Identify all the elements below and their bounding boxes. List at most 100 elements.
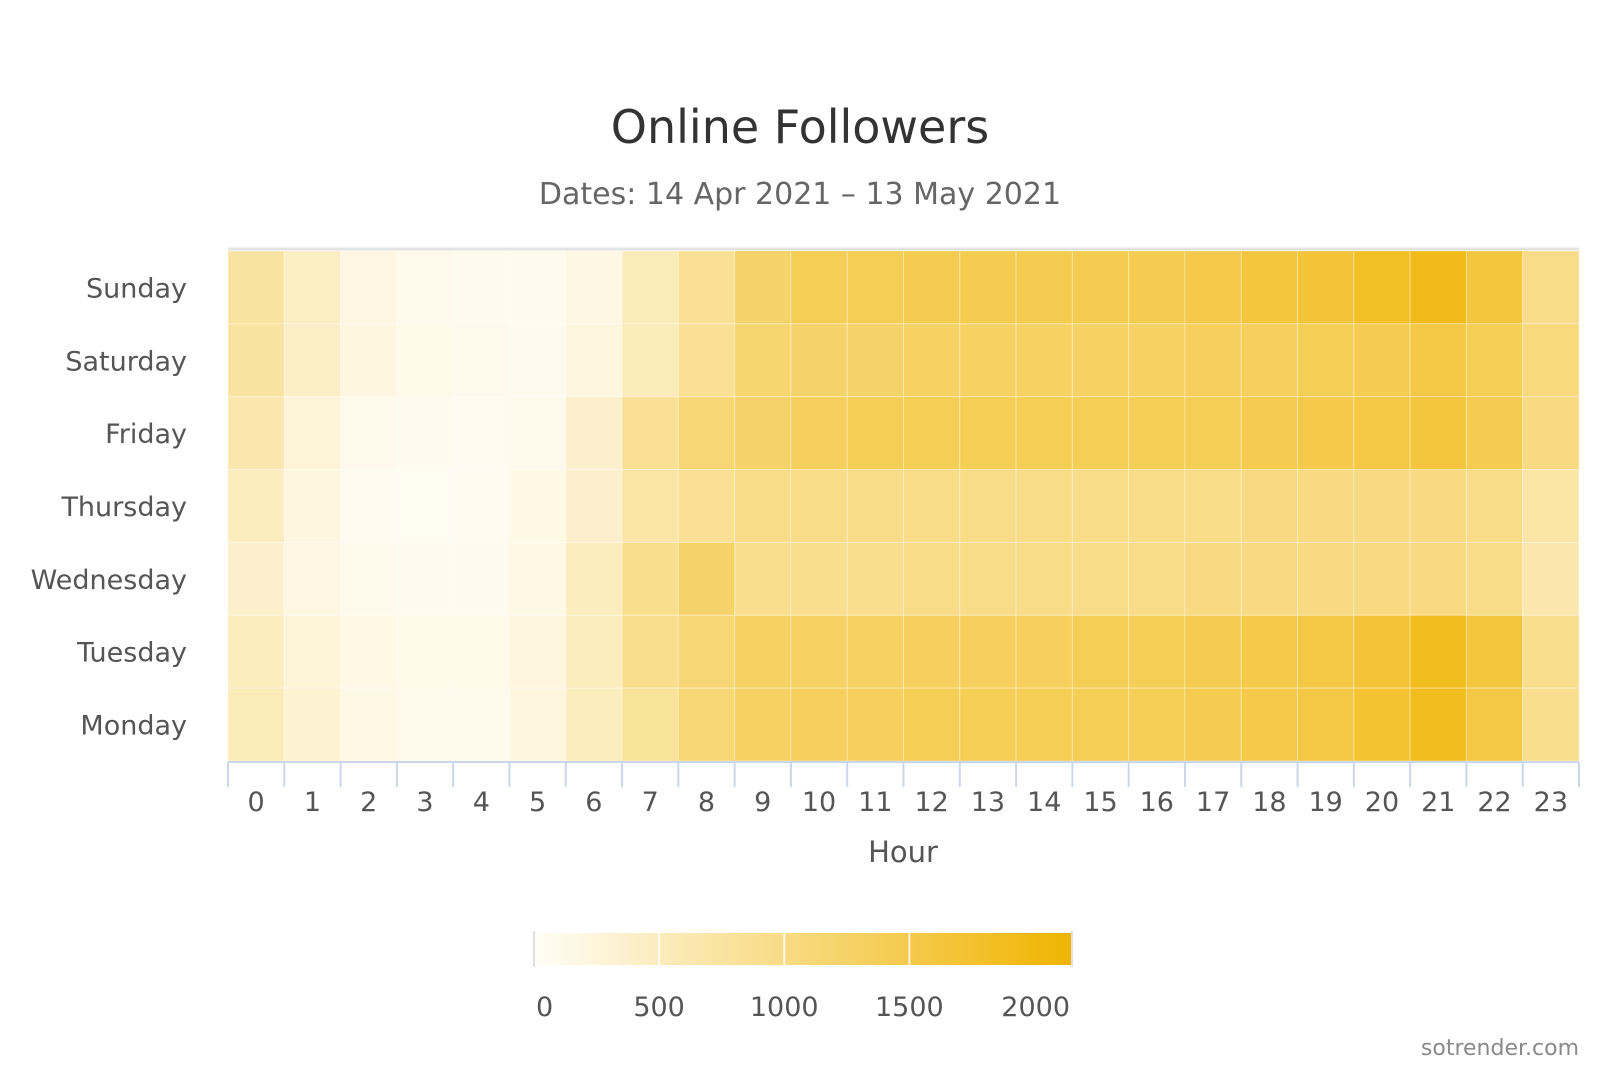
heatmap-cell[interactable] (677, 396, 736, 471)
heatmap-cell[interactable] (565, 396, 623, 471)
heatmap-cell[interactable] (903, 614, 961, 689)
heatmap-cell[interactable] (1128, 323, 1186, 398)
heatmap-cell[interactable] (1071, 323, 1130, 398)
heatmap-cell[interactable] (677, 614, 736, 689)
heatmap-cell[interactable] (621, 614, 679, 689)
heatmap-cell[interactable] (1240, 323, 1299, 398)
heatmap-cell[interactable] (1071, 250, 1130, 325)
heatmap-cell[interactable] (1297, 614, 1355, 689)
heatmap-cell[interactable] (227, 396, 285, 471)
heatmap-cell[interactable] (677, 469, 736, 543)
heatmap-cell[interactable] (846, 250, 904, 325)
heatmap-cell[interactable] (1071, 687, 1130, 762)
heatmap-cell[interactable] (508, 687, 567, 762)
heatmap-cell[interactable] (1071, 541, 1130, 616)
heatmap-cell[interactable] (621, 250, 679, 325)
heatmap-cell[interactable] (1353, 250, 1411, 325)
heatmap-cell[interactable] (340, 469, 398, 543)
heatmap-cell[interactable] (734, 250, 792, 325)
heatmap-cell[interactable] (508, 541, 567, 616)
heatmap-cell[interactable] (1015, 323, 1073, 398)
heatmap-cell[interactable] (283, 250, 342, 325)
heatmap-cell[interactable] (1184, 396, 1242, 471)
heatmap-cell[interactable] (959, 687, 1017, 762)
heatmap-cell[interactable] (396, 614, 454, 689)
heatmap-cell[interactable] (1015, 541, 1073, 616)
heatmap-cell[interactable] (452, 614, 510, 689)
heatmap-cell[interactable] (734, 687, 792, 762)
heatmap-cell[interactable] (452, 687, 510, 762)
heatmap-cell[interactable] (903, 323, 961, 398)
heatmap-cell[interactable] (1522, 614, 1580, 689)
heatmap-cell[interactable] (790, 250, 848, 325)
heatmap-cell[interactable] (1465, 250, 1524, 325)
heatmap-cell[interactable] (283, 323, 342, 398)
heatmap-cell[interactable] (1522, 687, 1580, 762)
heatmap-cell[interactable] (1465, 687, 1524, 762)
heatmap-cell[interactable] (565, 687, 623, 762)
heatmap-cell[interactable] (227, 541, 285, 616)
heatmap-cell[interactable] (1128, 469, 1186, 543)
heatmap-cell[interactable] (1015, 396, 1073, 471)
heatmap-cell[interactable] (790, 396, 848, 471)
heatmap-cell[interactable] (565, 250, 623, 325)
heatmap-cell[interactable] (734, 614, 792, 689)
heatmap-cell[interactable] (283, 687, 342, 762)
heatmap-cell[interactable] (1297, 469, 1355, 543)
heatmap-cell[interactable] (959, 396, 1017, 471)
heatmap-cell[interactable] (227, 614, 285, 689)
heatmap-cell[interactable] (452, 323, 510, 398)
heatmap-cell[interactable] (1128, 541, 1186, 616)
heatmap-cell[interactable] (621, 687, 679, 762)
heatmap-cell[interactable] (903, 541, 961, 616)
heatmap-cell[interactable] (846, 323, 904, 398)
heatmap-cell[interactable] (846, 396, 904, 471)
heatmap-cell[interactable] (677, 541, 736, 616)
heatmap-cell[interactable] (283, 541, 342, 616)
heatmap-cell[interactable] (227, 250, 285, 325)
heatmap-cell[interactable] (1409, 323, 1467, 398)
heatmap-cell[interactable] (790, 323, 848, 398)
heatmap-cell[interactable] (1409, 469, 1467, 543)
heatmap-cell[interactable] (1071, 396, 1130, 471)
heatmap-cell[interactable] (1353, 614, 1411, 689)
heatmap-cell[interactable] (452, 396, 510, 471)
heatmap-cell[interactable] (846, 614, 904, 689)
heatmap-cell[interactable] (1071, 469, 1130, 543)
heatmap-cell[interactable] (677, 323, 736, 398)
heatmap-cell[interactable] (227, 323, 285, 398)
heatmap-cell[interactable] (227, 469, 285, 543)
heatmap-cell[interactable] (508, 469, 567, 543)
heatmap-cell[interactable] (1297, 396, 1355, 471)
heatmap-cell[interactable] (1465, 323, 1524, 398)
heatmap-cell[interactable] (1128, 396, 1186, 471)
heatmap-cell[interactable] (340, 614, 398, 689)
heatmap-cell[interactable] (565, 614, 623, 689)
heatmap-cell[interactable] (734, 396, 792, 471)
heatmap-cell[interactable] (1353, 469, 1411, 543)
heatmap-cell[interactable] (508, 250, 567, 325)
heatmap-cell[interactable] (1015, 250, 1073, 325)
heatmap-cell[interactable] (396, 396, 454, 471)
heatmap-cell[interactable] (1297, 323, 1355, 398)
heatmap-cell[interactable] (508, 614, 567, 689)
heatmap-cell[interactable] (565, 323, 623, 398)
heatmap-cell[interactable] (1353, 323, 1411, 398)
heatmap-cell[interactable] (1015, 469, 1073, 543)
heatmap-cell[interactable] (396, 250, 454, 325)
heatmap-cell[interactable] (1240, 614, 1299, 689)
heatmap-cell[interactable] (452, 250, 510, 325)
heatmap-cell[interactable] (1240, 687, 1299, 762)
heatmap-cell[interactable] (1184, 469, 1242, 543)
heatmap-cell[interactable] (396, 541, 454, 616)
heatmap-cell[interactable] (1353, 687, 1411, 762)
heatmap-cell[interactable] (790, 614, 848, 689)
heatmap-cell[interactable] (903, 396, 961, 471)
heatmap-cell[interactable] (340, 250, 398, 325)
heatmap-cell[interactable] (283, 396, 342, 471)
heatmap-cell[interactable] (1409, 250, 1467, 325)
heatmap-cell[interactable] (734, 323, 792, 398)
heatmap-cell[interactable] (1071, 614, 1130, 689)
heatmap-cell[interactable] (1297, 541, 1355, 616)
credit-text[interactable]: sotrender.com (1421, 1036, 1579, 1061)
